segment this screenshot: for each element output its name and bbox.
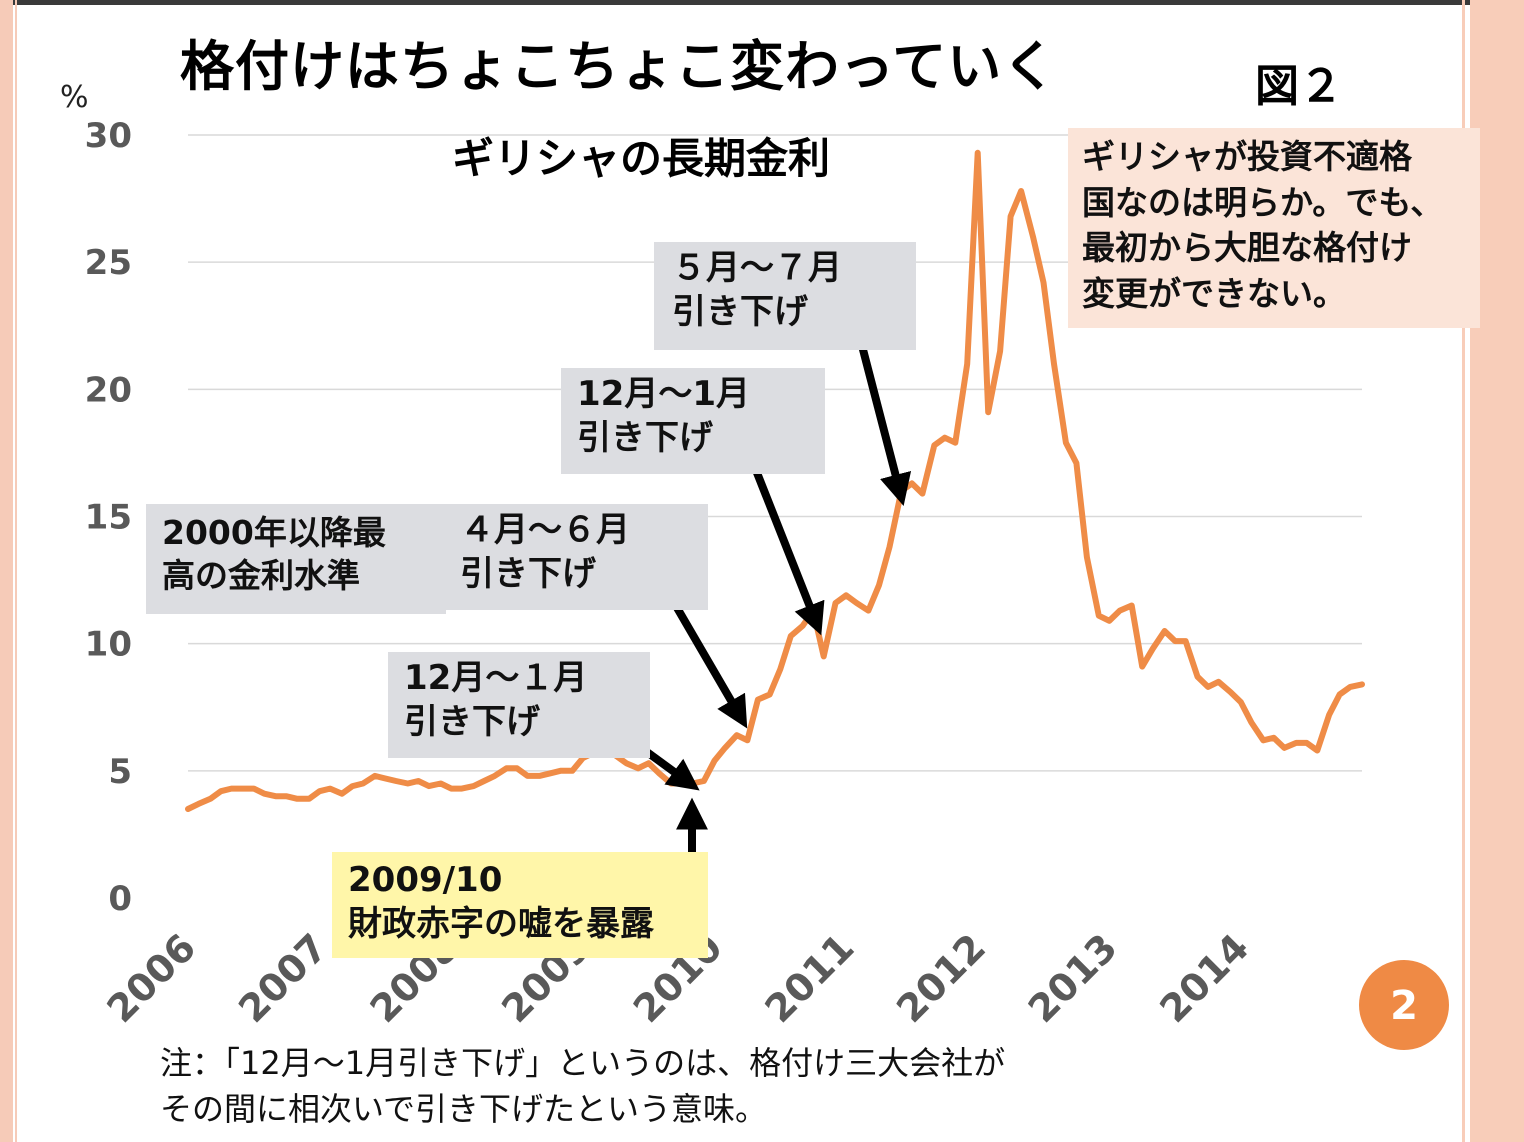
callout-line-4: 変更ができない。 <box>1082 273 1346 313</box>
y-axis-unit: % <box>60 80 89 115</box>
y-tick-label: 10 <box>85 625 132 665</box>
x-tick-label: 2012 <box>888 925 994 1031</box>
x-tick-label: 2006 <box>98 925 204 1031</box>
arrow-apr-jun-cut <box>672 603 748 729</box>
investment-grade-callout: ギリシャが投資不適格 国なのは明らか。でも、 最初から大胆な格付け 変更ができな… <box>1068 128 1480 328</box>
top-bar <box>0 0 1524 5</box>
series-line-0 <box>185 149 1365 812</box>
callout-line-3: 最初から大胆な格付け <box>1082 228 1412 268</box>
annotation-may-jul-line-1: ５月～７月 <box>672 248 842 288</box>
y-tick-label: 20 <box>85 370 132 410</box>
annotation-deficit-line-1: 2009/10 <box>348 860 503 900</box>
x-tick-label: 2011 <box>757 925 863 1031</box>
x-tick-label: 2014 <box>1151 925 1257 1031</box>
callout-line-2: 国なのは明らか。でも、 <box>1082 182 1444 222</box>
right-border-line <box>1462 0 1465 1142</box>
left-border-line <box>15 0 17 1142</box>
y-tick-label: 30 <box>85 116 132 156</box>
series-line <box>185 149 1365 812</box>
annotation-apr-jun-line-1: ４月～６月 <box>460 510 630 550</box>
annotation-dec-jan-2010-cut: 12月～1月 引き下げ <box>561 368 825 474</box>
figure-label: 図２ <box>1255 61 1343 112</box>
footnote-line-1: 注：「12月～1月引き下げ」というのは、格付け三大会社が <box>160 1044 1006 1082</box>
annotation-apr-jun-cut: ４月～６月 引き下げ <box>444 504 708 610</box>
slide-title: 格付けはちょこちょこ変わっていく <box>180 35 1058 98</box>
x-tick-label: 2013 <box>1020 925 1126 1031</box>
annotation-may-jul-line-2: 引き下げ <box>672 292 808 333</box>
annotation-deficit-reveal: 2009/10 財政赤字の嘘を暴露 <box>332 852 708 958</box>
callout-line-1: ギリシャが投資不適格 <box>1082 137 1412 176</box>
x-tick-label: 2007 <box>230 925 336 1031</box>
annotation-may-jul-cut: ５月～７月 引き下げ <box>654 242 916 350</box>
page-number-badge: 2 <box>1359 960 1449 1050</box>
y-tick-label: 15 <box>85 498 132 538</box>
y-tick-label: 5 <box>108 752 132 792</box>
y-tick-label: 0 <box>108 879 132 919</box>
annotation-dec-jan-2010-line-1: 12月～1月 <box>577 374 750 414</box>
arrow-dec-jan-2010-cut <box>744 448 825 636</box>
chart-title: ギリシャの長期金利 <box>452 134 831 183</box>
annotation-dec-jan-2009-line-2: 引き下げ <box>404 702 540 743</box>
annotation-apr-jun-line-2: 引き下げ <box>460 554 596 595</box>
y-tick-labels: 0 5 10 15 20 25 30 <box>85 116 132 919</box>
annotation-deficit-line-2: 財政赤字の嘘を暴露 <box>348 904 654 945</box>
annotation-highest-rate: 2000年以降最 高の金利水準 <box>146 504 446 614</box>
annotation-highest-line-2: 高の金利水準 <box>162 555 360 595</box>
annotation-dec-jan-2010-line-2: 引き下げ <box>577 418 713 459</box>
annotation-dec-jan-2009-line-1: 12月～１月 <box>404 658 588 698</box>
left-border-band <box>0 0 13 1142</box>
y-tick-label: 25 <box>85 243 132 283</box>
footnote: 注：「12月～1月引き下げ」というのは、格付け三大会社が その間に相次いで引き下… <box>160 1040 1005 1133</box>
arrow-may-jul-cut <box>856 336 912 506</box>
annotation-highest-line-1: 2000年以降最 <box>162 513 386 552</box>
annotation-dec-jan-2009-cut: 12月～１月 引き下げ <box>388 652 650 758</box>
footnote-line-2: その間に相次いで引き下げたという意味。 <box>160 1090 768 1129</box>
